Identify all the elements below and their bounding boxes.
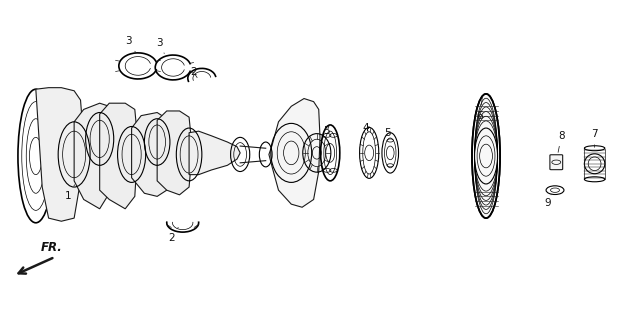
Polygon shape <box>132 113 170 196</box>
Text: 7: 7 <box>591 129 598 147</box>
Polygon shape <box>157 111 192 195</box>
Text: 2: 2 <box>190 67 197 78</box>
Text: 1: 1 <box>65 185 75 201</box>
Polygon shape <box>100 103 138 209</box>
Text: 6: 6 <box>476 97 483 121</box>
Text: FR.: FR. <box>41 241 63 254</box>
Text: 3: 3 <box>156 38 164 53</box>
Text: 3: 3 <box>125 36 135 52</box>
FancyBboxPatch shape <box>550 155 563 170</box>
Text: 5: 5 <box>384 128 390 138</box>
Ellipse shape <box>472 94 500 218</box>
Polygon shape <box>189 131 240 175</box>
Text: 5: 5 <box>323 126 330 136</box>
Text: 4: 4 <box>363 123 369 133</box>
Polygon shape <box>36 88 84 221</box>
Polygon shape <box>74 103 113 209</box>
Text: 2: 2 <box>168 227 178 243</box>
Polygon shape <box>269 99 320 207</box>
Text: 8: 8 <box>558 131 564 152</box>
Text: 9: 9 <box>544 194 551 207</box>
